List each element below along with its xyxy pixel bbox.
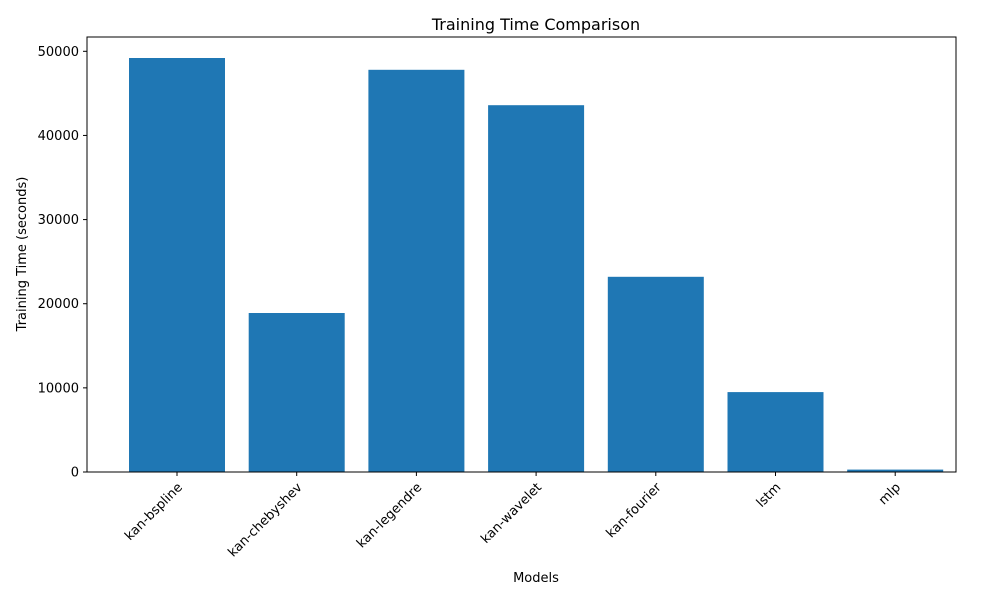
y-axis: 0 10000 20000 30000 40000 50000 xyxy=(38,45,87,481)
bar-kan-wavelet xyxy=(488,105,584,472)
bar-lstm xyxy=(728,392,824,472)
x-axis-label: Models xyxy=(513,571,559,586)
x-tick-label: mlp xyxy=(876,480,904,508)
x-axis: kan-bspline kan-chebyshev kan-legendre kan-… xyxy=(122,472,904,560)
bar-kan-fourier xyxy=(608,277,704,472)
bars xyxy=(129,58,943,472)
y-axis-label: Training Time (seconds) xyxy=(15,177,30,333)
y-tick-label: 40000 xyxy=(38,129,79,144)
x-tick-label: kan-wavelet xyxy=(478,480,545,547)
x-tick-label: kan-legendre xyxy=(354,480,425,551)
y-tick-label: 10000 xyxy=(38,381,79,396)
x-tick-label: kan-bspline xyxy=(122,480,186,544)
bar-kan-legendre xyxy=(368,70,464,472)
chart-title: Training Time Comparison xyxy=(431,15,640,34)
y-tick-label: 0 xyxy=(71,466,79,481)
x-tick-label: lstm xyxy=(754,480,785,511)
x-tick-label: kan-fourier xyxy=(604,480,665,541)
y-tick-label: 30000 xyxy=(38,213,79,228)
x-tick-label: kan-chebyshev xyxy=(225,480,305,560)
bar-kan-bspline xyxy=(129,58,225,472)
y-tick-label: 50000 xyxy=(38,45,79,60)
y-tick-label: 20000 xyxy=(38,297,79,312)
bar-kan-chebyshev xyxy=(249,313,345,472)
